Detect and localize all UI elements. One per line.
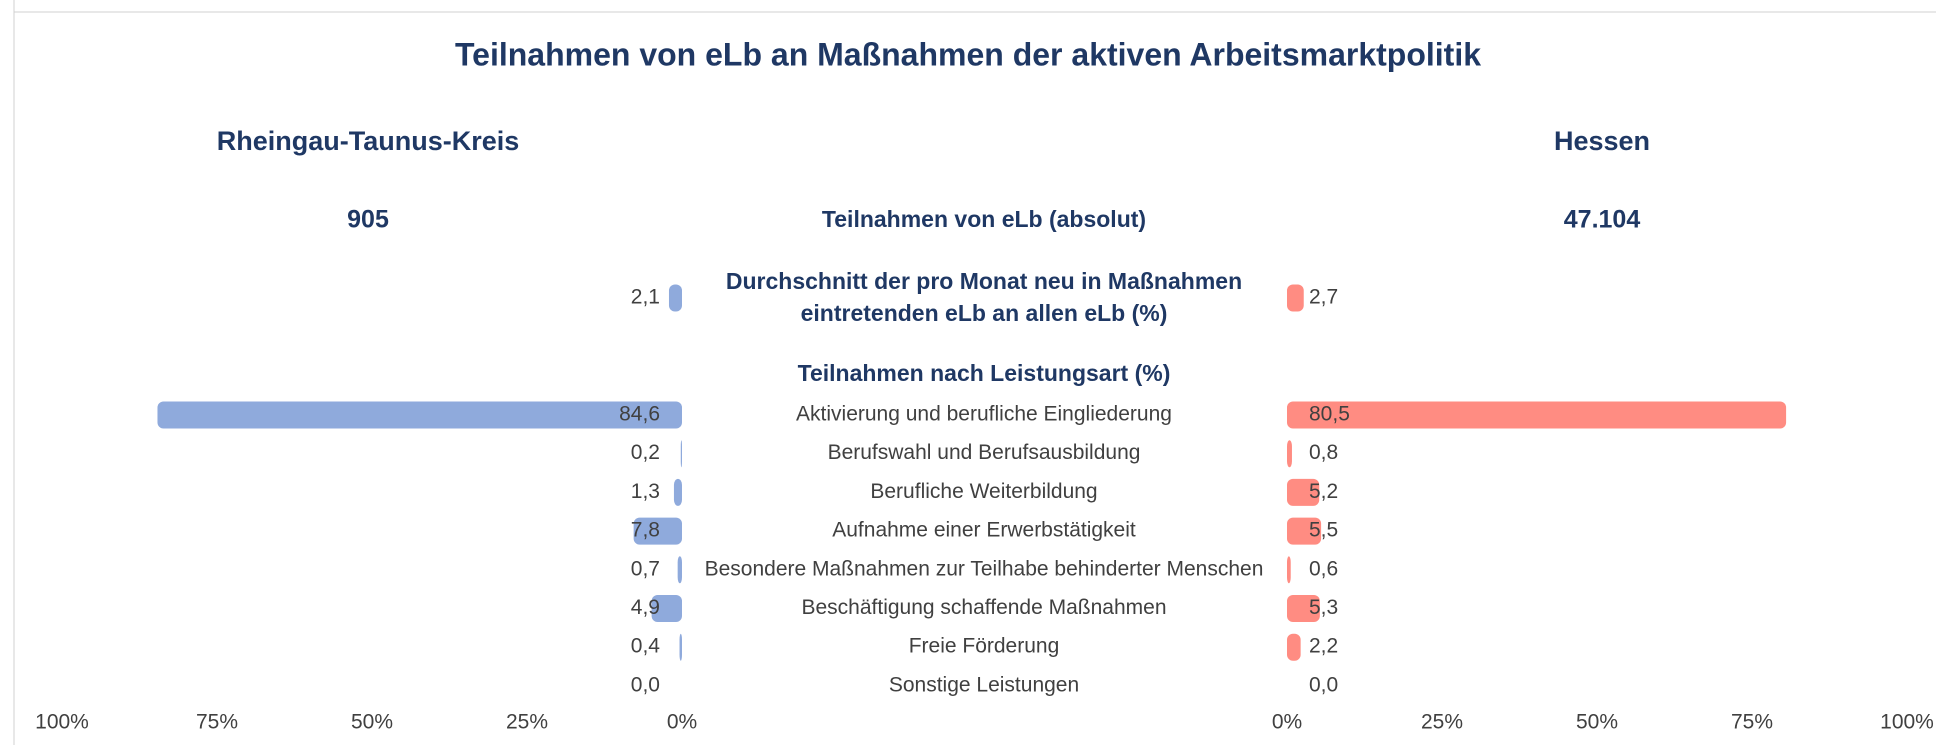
- x-tick-label: 50%: [351, 711, 393, 734]
- category-label: Aktivierung und berufliche Eingliederung: [796, 403, 1172, 426]
- value-label: 7,8: [631, 519, 660, 542]
- value-label: 0,4: [631, 635, 661, 658]
- bar: [1287, 478, 1320, 506]
- x-tick-label: 25%: [506, 711, 548, 734]
- bar: [1287, 401, 1787, 429]
- chart-title: Teilnahmen von eLb an Maßnahmen der akti…: [455, 36, 1481, 72]
- category-label: Besondere Maßnahmen zur Teilhabe behinde…: [705, 557, 1264, 580]
- category-label: Freie Förderung: [909, 635, 1060, 658]
- x-tick-label: 50%: [1576, 711, 1618, 734]
- region-name: Rheingau-Taunus-Kreis: [217, 126, 520, 156]
- value-label: 0,7: [631, 557, 660, 580]
- total-label: Teilnahmen von eLb (absolut): [822, 206, 1146, 232]
- value-label: 0,8: [1309, 441, 1338, 464]
- region-total: 905: [347, 206, 389, 234]
- value-label: 2,7: [1309, 286, 1338, 309]
- bar: [633, 517, 682, 545]
- value-label: 84,6: [619, 403, 660, 426]
- bar: [1287, 284, 1304, 312]
- value-label: 80,5: [1309, 403, 1350, 426]
- bar: [1287, 440, 1292, 468]
- x-tick-label: 100%: [35, 711, 89, 734]
- bar: [1287, 595, 1320, 622]
- value-label: 0,2: [631, 441, 660, 464]
- bar: [157, 401, 683, 429]
- x-tick-label: 25%: [1421, 711, 1463, 734]
- value-label: 0,6: [1309, 557, 1338, 580]
- bar: [668, 284, 682, 312]
- section-label: Teilnahmen nach Leistungsart (%): [798, 360, 1171, 386]
- value-label: 2,1: [631, 286, 660, 309]
- bar: [1287, 556, 1291, 584]
- average-label: eintretenden eLb an allen eLb (%): [801, 300, 1168, 326]
- region-total: 47.104: [1564, 206, 1641, 234]
- category-label: Berufswahl und Berufsausbildung: [828, 441, 1141, 464]
- category-label: Berufliche Weiterbildung: [870, 480, 1097, 503]
- category-label: Aufnahme einer Erwerbstätigkeit: [832, 519, 1136, 542]
- value-label: 2,2: [1309, 635, 1338, 658]
- bar: [1287, 633, 1301, 661]
- x-tick-label: 75%: [196, 711, 238, 734]
- bar: [680, 440, 682, 468]
- category-label: Beschäftigung schaffende Maßnahmen: [801, 596, 1166, 619]
- bar: [677, 556, 682, 584]
- region-name: Hessen: [1554, 126, 1650, 156]
- x-tick-label: 100%: [1880, 711, 1934, 734]
- value-label: 1,3: [631, 480, 660, 503]
- value-label: 4,9: [631, 596, 660, 619]
- value-label: 0,0: [631, 673, 660, 696]
- x-tick-label: 0%: [667, 711, 697, 734]
- average-label: Durchschnitt der pro Monat neu in Maßnah…: [726, 268, 1242, 294]
- bar: [679, 633, 682, 661]
- category-label: Sonstige Leistungen: [889, 673, 1079, 696]
- value-label: 5,5: [1309, 519, 1338, 542]
- value-label: 0,0: [1309, 673, 1338, 696]
- value-label: 5,3: [1309, 596, 1338, 619]
- x-tick-label: 75%: [1731, 711, 1773, 734]
- value-label: 5,2: [1309, 480, 1338, 503]
- bar: [673, 478, 682, 506]
- bar: [651, 595, 682, 622]
- bar: [1287, 517, 1322, 545]
- x-tick-label: 0%: [1272, 711, 1302, 734]
